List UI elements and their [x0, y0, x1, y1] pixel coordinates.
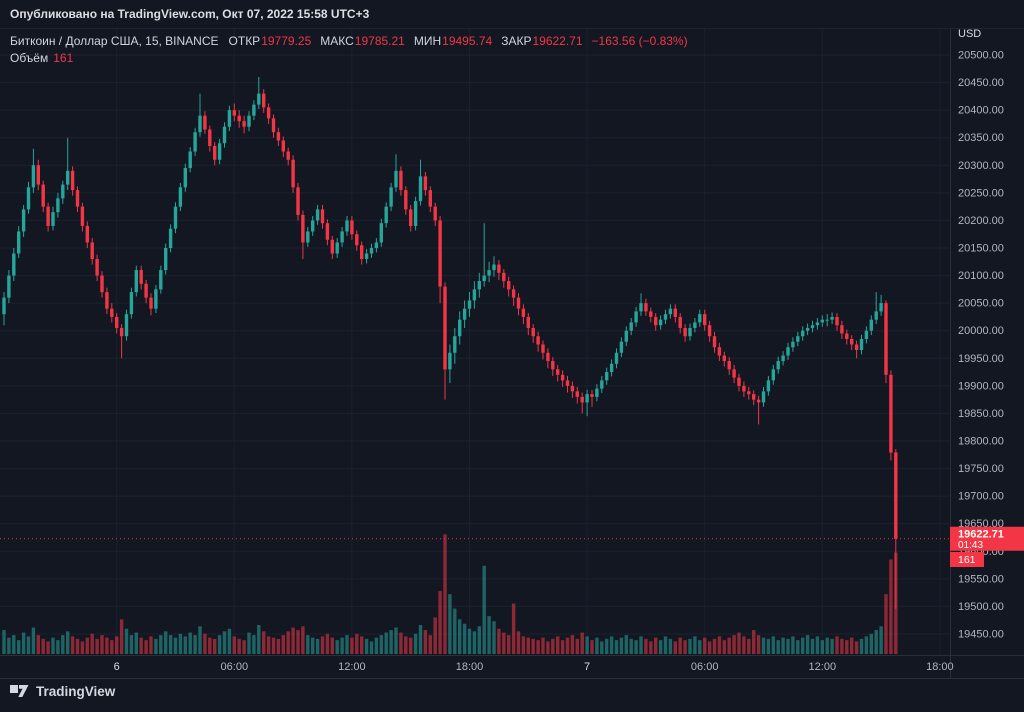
svg-text:20300.00: 20300.00 [958, 160, 1004, 172]
legend-volume-row: Объём 161 [10, 51, 688, 65]
svg-text:12:00: 12:00 [809, 661, 837, 673]
chart-grid [0, 28, 950, 655]
svg-text:20200.00: 20200.00 [958, 215, 1004, 227]
axis-separators [0, 28, 1024, 679]
svg-text:19950.00: 19950.00 [958, 353, 1004, 365]
volume-value: 161 [53, 51, 74, 65]
symbol-title: Биткоин / Доллар США, 15, BINANCE [10, 34, 219, 48]
svg-text:19700.00: 19700.00 [958, 491, 1004, 503]
tradingview-logo-text: TradingView [36, 683, 116, 699]
legend-low: МИН19495.74 [413, 34, 493, 48]
svg-text:19622.71: 19622.71 [958, 528, 1004, 540]
svg-text:20350.00: 20350.00 [958, 132, 1004, 144]
svg-text:20400.00: 20400.00 [958, 105, 1004, 117]
legend-close: ЗАКР19622.71 [501, 34, 583, 48]
svg-text:19550.00: 19550.00 [958, 573, 1004, 585]
legend-high: МАКС19785.21 [320, 34, 405, 48]
svg-text:20050.00: 20050.00 [958, 298, 1004, 310]
price-scale[interactable]: USD19450.0019500.0019550.0019600.0019650… [958, 28, 1004, 641]
tradingview-footer[interactable]: TradingView [10, 683, 115, 699]
svg-text:20500.00: 20500.00 [958, 50, 1004, 62]
svg-text:19850.00: 19850.00 [958, 408, 1004, 420]
svg-text:06:00: 06:00 [691, 661, 719, 673]
svg-text:18:00: 18:00 [926, 661, 954, 673]
svg-text:12:00: 12:00 [338, 661, 366, 673]
publish-text: Опубликовано на TradingView.com, Окт 07,… [10, 7, 370, 21]
chart-legend: Биткоин / Доллар США, 15, BINANCE ОТКР19… [10, 34, 688, 68]
svg-text:18:00: 18:00 [456, 661, 484, 673]
svg-text:19450.00: 19450.00 [958, 629, 1004, 641]
legend-change: −163.56 (−0.83%) [591, 34, 688, 48]
legend-open: ОТКР19779.25 [228, 34, 312, 48]
svg-text:20450.00: 20450.00 [958, 77, 1004, 89]
publish-bar: Опубликовано на TradingView.com, Окт 07,… [0, 0, 1024, 29]
svg-text:19800.00: 19800.00 [958, 436, 1004, 448]
svg-text:19500.00: 19500.00 [958, 601, 1004, 613]
svg-text:19750.00: 19750.00 [958, 463, 1004, 475]
volume-label: Объём [10, 51, 49, 65]
svg-text:USD: USD [958, 28, 981, 40]
legend-symbol-row: Биткоин / Доллар США, 15, BINANCE ОТКР19… [10, 34, 688, 48]
time-scale[interactable]: 6 06:00 12:00 18:00 7 06:00 12:00 18:00 [114, 661, 954, 673]
last-price-badge [950, 526, 1024, 551]
svg-text:01:43: 01:43 [958, 540, 983, 551]
svg-text:19900.00: 19900.00 [958, 380, 1004, 392]
svg-text:20100.00: 20100.00 [958, 270, 1004, 282]
svg-text:7: 7 [584, 661, 590, 673]
svg-text:20150.00: 20150.00 [958, 243, 1004, 255]
svg-text:06:00: 06:00 [221, 661, 249, 673]
candles [2, 77, 898, 609]
svg-text:161: 161 [958, 554, 976, 566]
svg-text:20250.00: 20250.00 [958, 187, 1004, 199]
volume-badge [950, 552, 984, 567]
tradingview-logo-icon [10, 685, 29, 697]
volume-bars [2, 534, 898, 654]
svg-text:20000.00: 20000.00 [958, 325, 1004, 337]
svg-text:6: 6 [114, 661, 120, 673]
